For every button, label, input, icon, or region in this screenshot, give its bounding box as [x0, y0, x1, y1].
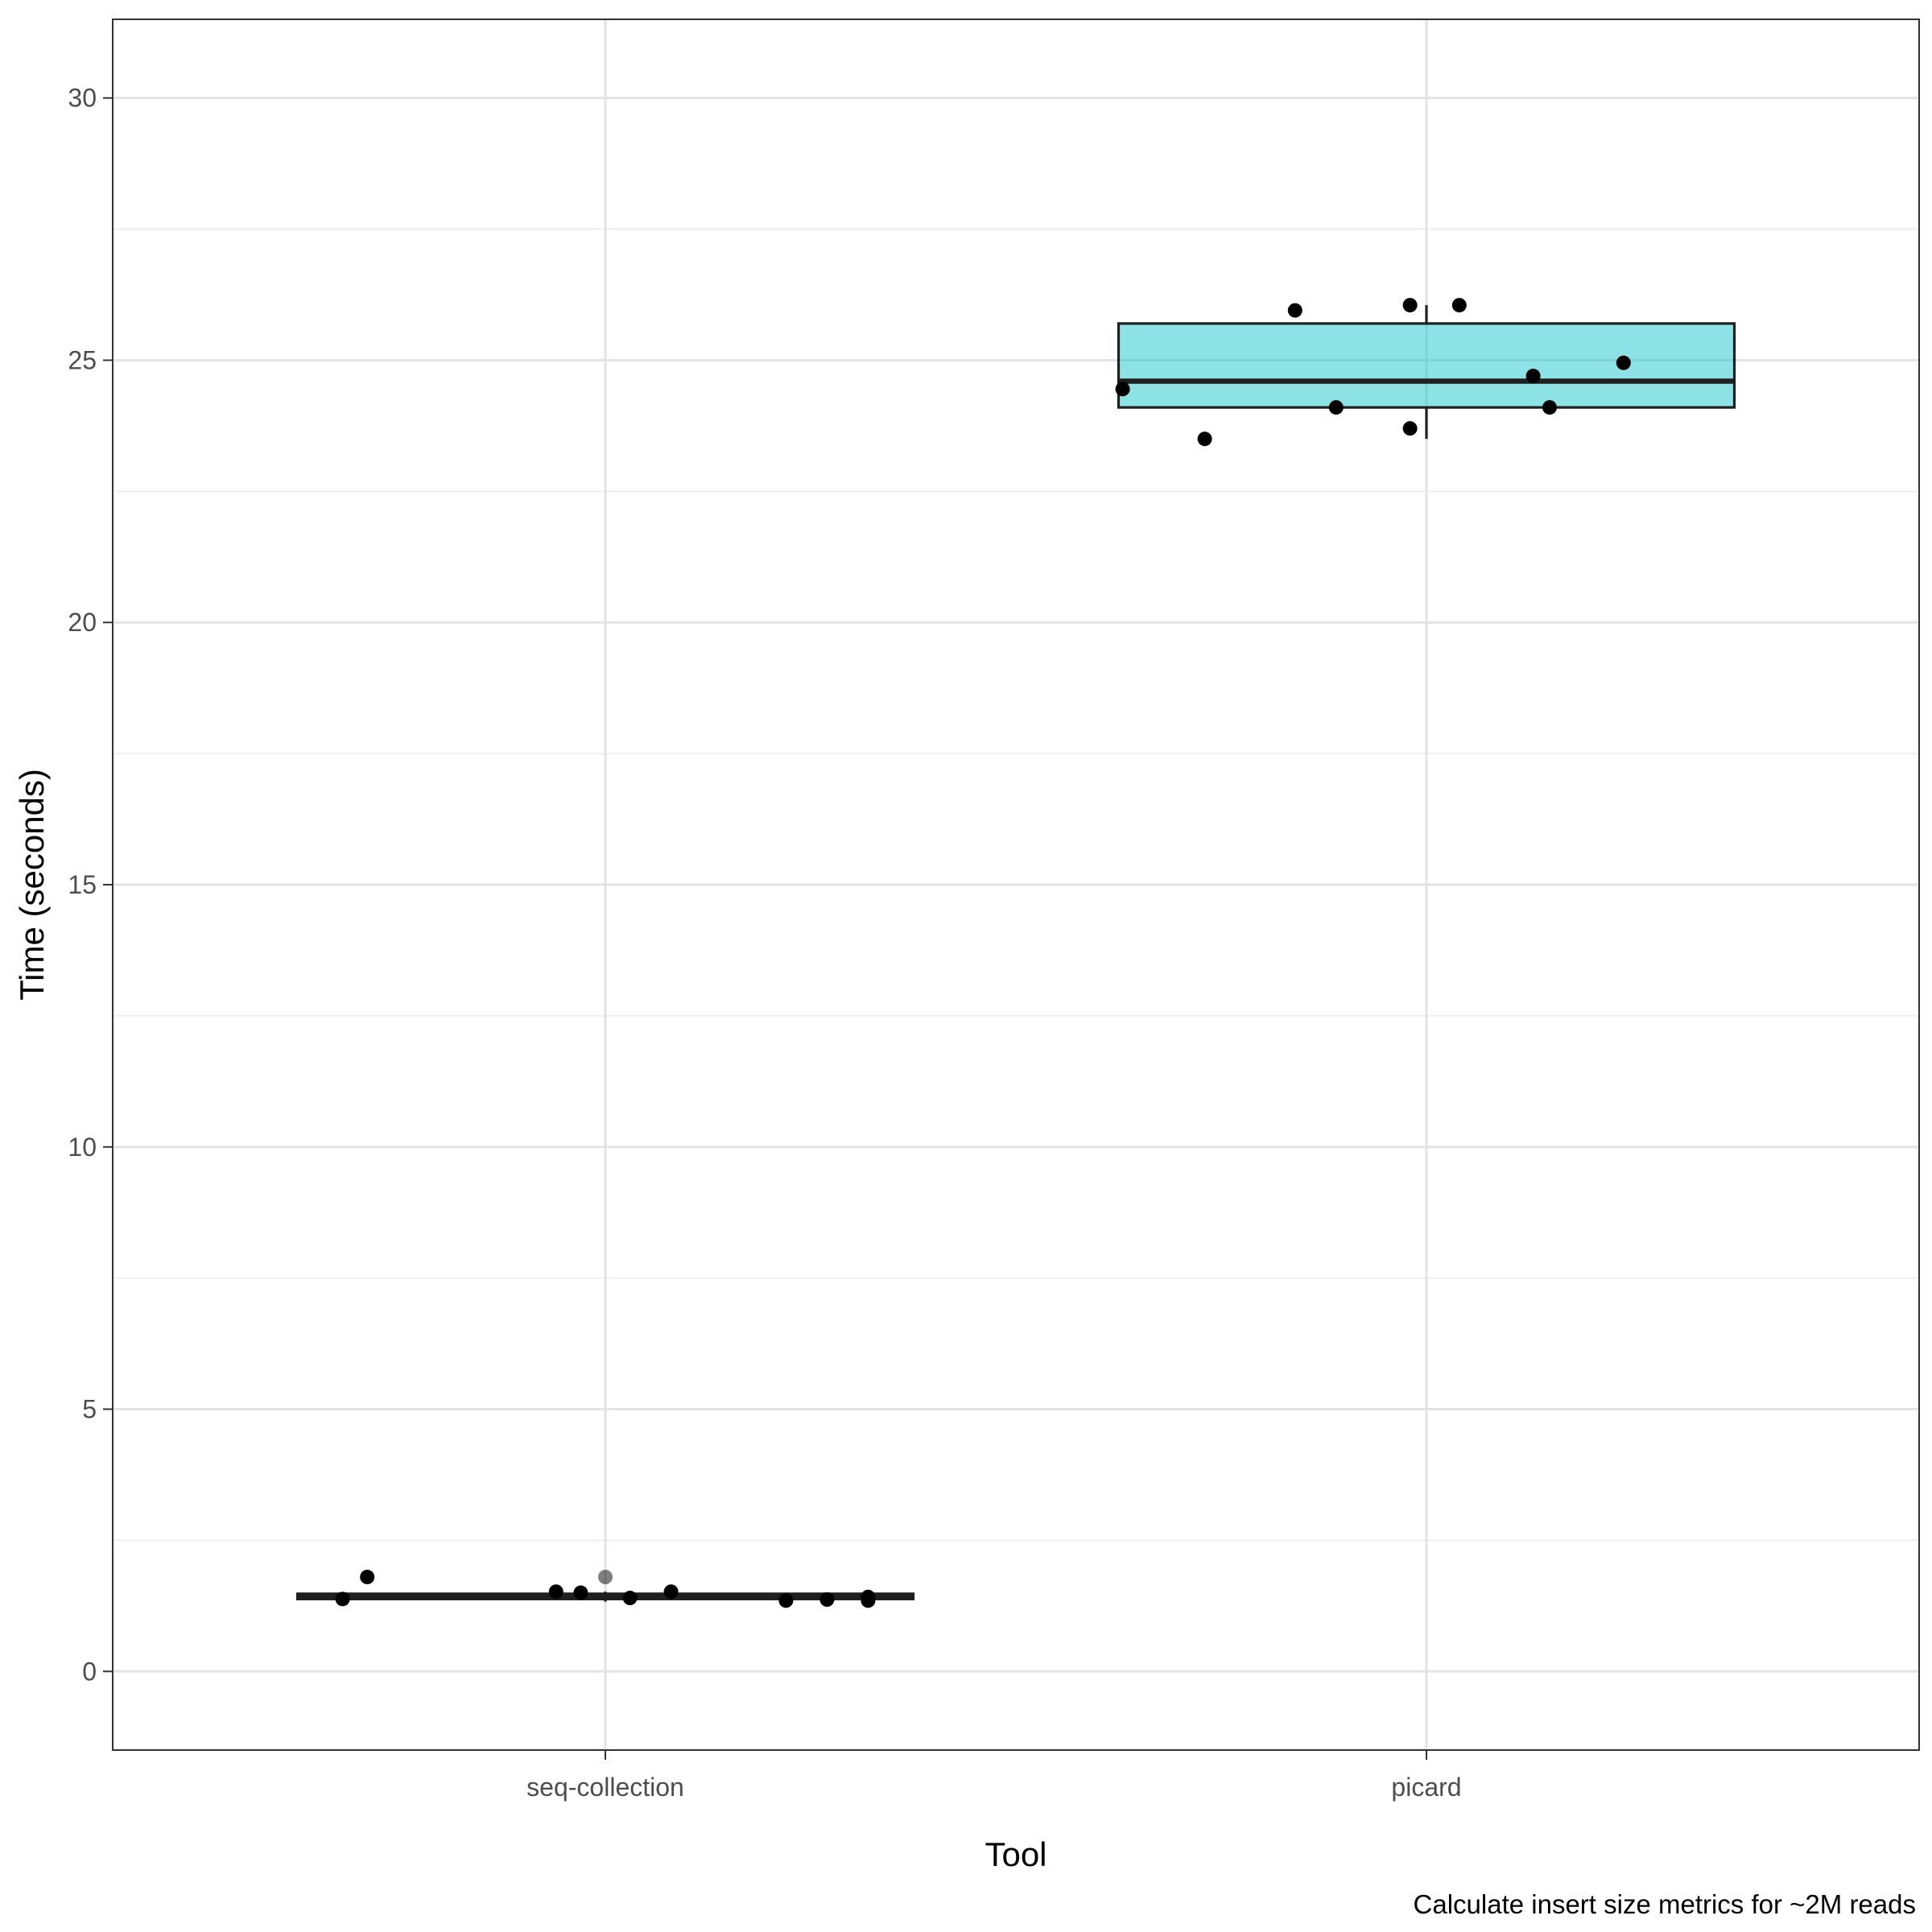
data-point	[1402, 421, 1418, 436]
data-point	[548, 1584, 564, 1600]
y-tick-label: 10	[68, 1133, 97, 1162]
x-tick-label: seq-collection	[526, 1773, 684, 1802]
data-point	[360, 1570, 375, 1584]
point-layer	[335, 298, 1631, 1608]
data-point	[1328, 400, 1344, 415]
y-tick-label: 5	[82, 1395, 97, 1424]
box-layer	[295, 305, 1736, 1602]
data-point	[1402, 298, 1418, 313]
data-point	[573, 1585, 588, 1600]
data-point	[1525, 369, 1541, 384]
chart-caption: Calculate insert size metrics for ~2M re…	[1414, 1889, 1916, 1919]
x-axis: seq-collection picard	[526, 1750, 1462, 1802]
data-point	[1197, 431, 1212, 447]
x-axis-title: Tool	[985, 1835, 1046, 1873]
data-point	[663, 1584, 679, 1600]
data-point	[1451, 298, 1467, 313]
box-body	[1117, 322, 1736, 409]
data-point	[778, 1593, 794, 1608]
box-picard	[1117, 305, 1736, 440]
data-point	[1616, 355, 1631, 370]
y-tick-label: 15	[68, 870, 97, 899]
y-axis: 0 5 10 15 20 25 30	[68, 84, 113, 1686]
data-point	[1115, 382, 1130, 397]
data-point	[1287, 303, 1302, 318]
data-point	[819, 1592, 835, 1608]
outlier-point	[598, 1570, 613, 1584]
box-seq-collection	[295, 1570, 915, 1602]
data-point	[622, 1591, 638, 1606]
y-axis-title: Time (seconds)	[13, 769, 51, 1001]
data-point	[335, 1591, 350, 1607]
data-point	[1542, 400, 1557, 415]
y-tick-label: 30	[68, 84, 97, 113]
y-tick-label: 20	[68, 608, 97, 637]
y-tick-label: 0	[82, 1657, 97, 1686]
x-tick-label: picard	[1391, 1773, 1461, 1802]
grid-lines	[113, 19, 1919, 1750]
y-tick-label: 25	[68, 345, 97, 374]
data-point	[861, 1589, 876, 1604]
